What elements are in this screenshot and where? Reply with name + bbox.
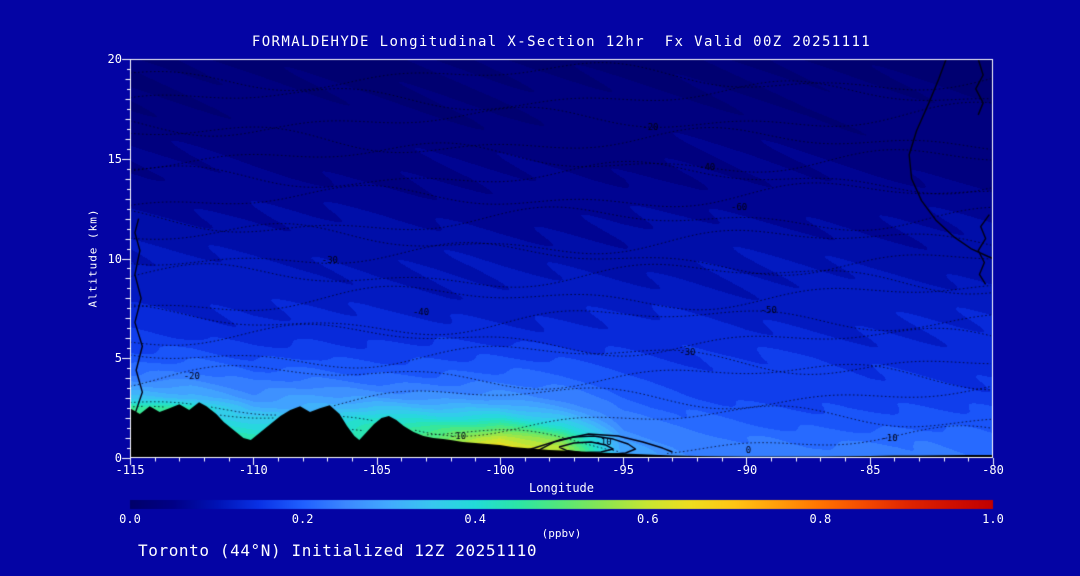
xtick-label: -115 bbox=[115, 463, 145, 477]
xtick-label: -85 bbox=[858, 463, 881, 477]
ytick-label: 20 bbox=[107, 52, 122, 66]
xtick-label: -80 bbox=[982, 463, 1004, 477]
xtick-label: -105 bbox=[362, 463, 392, 477]
x-axis-label: Longitude bbox=[528, 481, 595, 495]
colorbar-units-label: (ppbv) bbox=[541, 527, 582, 540]
cbtick-label: 0.8 bbox=[809, 512, 832, 526]
xtick-label: -110 bbox=[238, 463, 268, 477]
cbtick-label: 0.2 bbox=[291, 512, 314, 526]
cbtick-label: 0.6 bbox=[636, 512, 659, 526]
xtick-label: -100 bbox=[485, 463, 515, 477]
chart-title: FORMALDEHYDE Longitudinal X-Section 12hr… bbox=[251, 34, 872, 50]
xtick-label: -90 bbox=[735, 463, 758, 477]
ytick-label: 0 bbox=[114, 451, 122, 465]
ytick-label: 15 bbox=[107, 151, 122, 166]
ytick-label: 5 bbox=[114, 351, 122, 366]
ytick-label: 10 bbox=[107, 251, 122, 266]
cbtick-label: 0.0 bbox=[119, 512, 141, 526]
footer-caption: Toronto (44°N) Initialized 12Z 20251110 bbox=[138, 541, 538, 560]
cbtick-label: 0.4 bbox=[464, 512, 487, 526]
cbtick-label: 1.0 bbox=[982, 512, 1004, 526]
xtick-label: -95 bbox=[612, 463, 634, 477]
